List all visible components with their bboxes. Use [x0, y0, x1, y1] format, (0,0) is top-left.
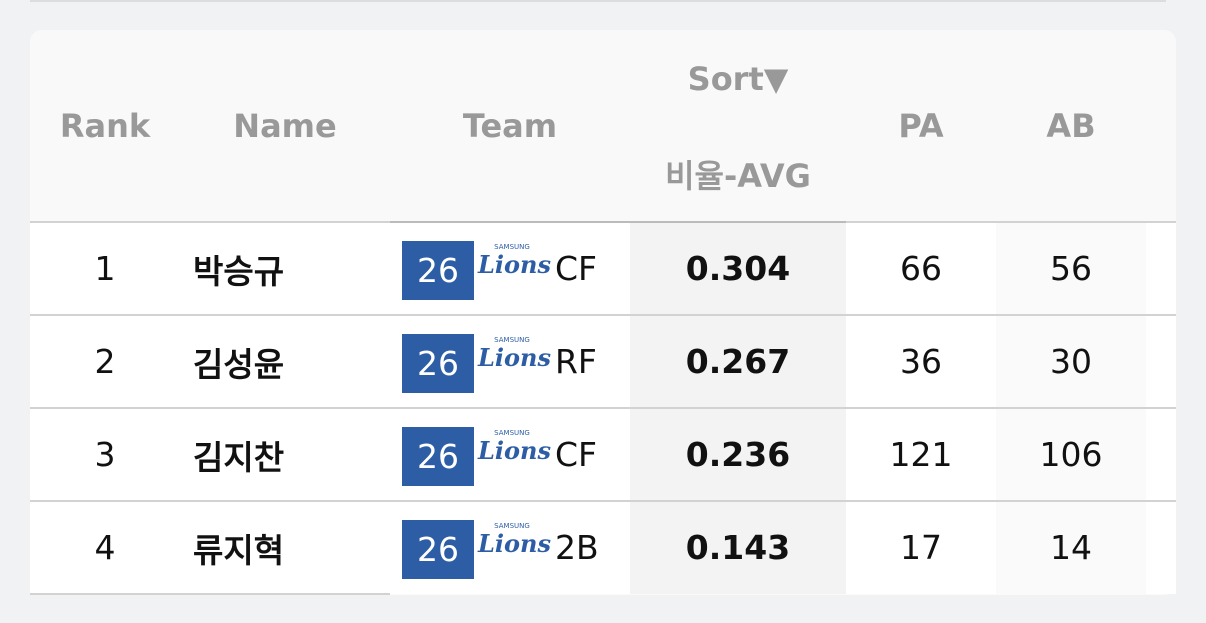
- jersey-number: 26: [402, 241, 474, 300]
- team-logo-top: SAMSUNG: [494, 522, 530, 530]
- sort-underline: [390, 221, 846, 223]
- pa: 36: [900, 342, 942, 381]
- jersey-number: 26: [402, 334, 474, 393]
- sort-label: Sort▼: [687, 60, 789, 98]
- column-header: Name: [233, 107, 337, 145]
- player-name: 류지혁: [193, 530, 285, 570]
- avg: 0.143: [685, 528, 791, 567]
- team-logo: Lions: [478, 343, 551, 372]
- position: 2B: [555, 528, 599, 567]
- ab: 14: [1050, 528, 1092, 567]
- rank: 2: [94, 342, 116, 381]
- position: RF: [555, 342, 597, 381]
- avg: 0.236: [685, 435, 791, 474]
- pa: 66: [900, 249, 942, 288]
- team-logo: Lions: [478, 529, 551, 558]
- rank: 4: [94, 528, 116, 567]
- team-logo-top: SAMSUNG: [494, 336, 530, 344]
- team-logo: Lions: [478, 436, 551, 465]
- ab: 56: [1050, 249, 1092, 288]
- team-logo-top: SAMSUNG: [494, 243, 530, 251]
- column-header: PA: [898, 107, 944, 145]
- player-name: 박승규: [193, 251, 285, 291]
- pa: 121: [889, 435, 953, 474]
- rank: 1: [94, 249, 116, 288]
- team-logo-top: SAMSUNG: [494, 429, 530, 437]
- column-header: Team: [462, 107, 558, 145]
- ab: 30: [1050, 342, 1092, 381]
- pa: 17: [900, 528, 942, 567]
- position: CF: [555, 249, 598, 288]
- rank: 3: [94, 435, 116, 474]
- header-bg: [30, 30, 1176, 222]
- jersey-number: 26: [402, 520, 474, 579]
- column-header: Rank: [59, 107, 151, 145]
- avg: 0.304: [685, 249, 791, 288]
- avg: 0.267: [685, 342, 791, 381]
- ab: 106: [1039, 435, 1103, 474]
- column-header: AB: [1046, 107, 1096, 145]
- jersey-number: 26: [402, 427, 474, 486]
- team-logo: Lions: [478, 250, 551, 279]
- row-divider: [30, 593, 390, 595]
- column-header: 비율-AVG: [665, 157, 811, 195]
- row-divider: [30, 314, 1176, 316]
- row-divider: [30, 500, 1176, 502]
- row-divider: [30, 407, 1176, 409]
- player-name: 김지찬: [193, 437, 285, 477]
- previous-card: [30, 0, 1166, 2]
- position: CF: [555, 435, 598, 474]
- player-name: 김성윤: [193, 344, 285, 384]
